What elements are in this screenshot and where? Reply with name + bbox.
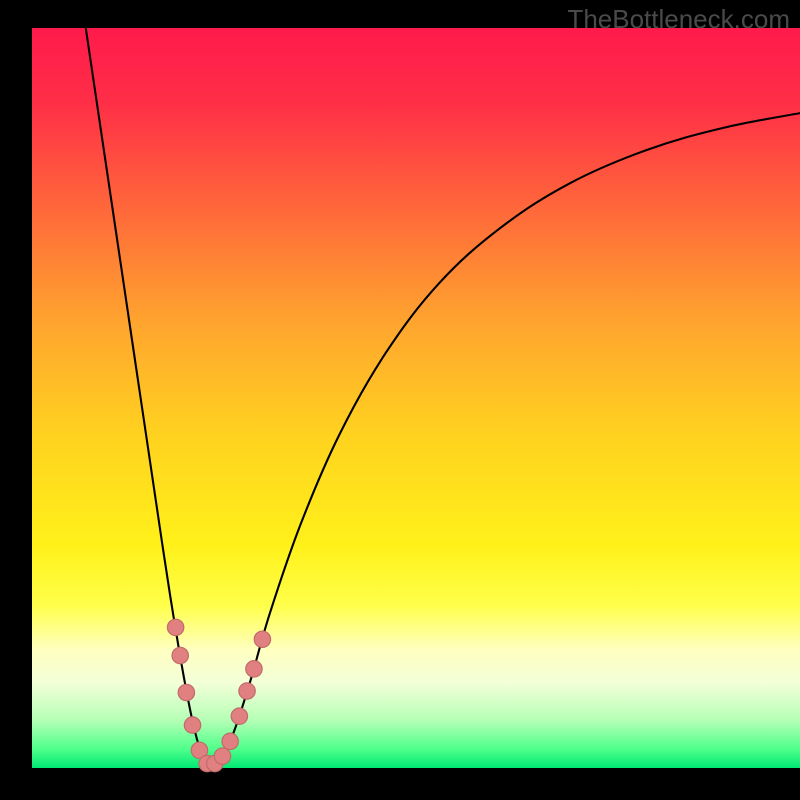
data-marker (239, 683, 255, 699)
bottleneck-curve-left (86, 28, 210, 767)
data-marker (231, 708, 247, 724)
data-marker (246, 661, 262, 677)
data-marker (178, 684, 194, 700)
bottleneck-curve-right (215, 113, 800, 766)
data-marker (214, 748, 230, 764)
plot-area (32, 28, 800, 768)
data-marker (254, 631, 270, 647)
data-marker (222, 733, 238, 749)
marker-group (167, 619, 270, 772)
chart-frame: TheBottleneck.com (0, 0, 800, 800)
watermark-text: TheBottleneck.com (567, 4, 790, 35)
data-marker (167, 619, 183, 635)
data-marker (172, 647, 188, 663)
curve-layer (32, 28, 800, 768)
data-marker (184, 717, 200, 733)
